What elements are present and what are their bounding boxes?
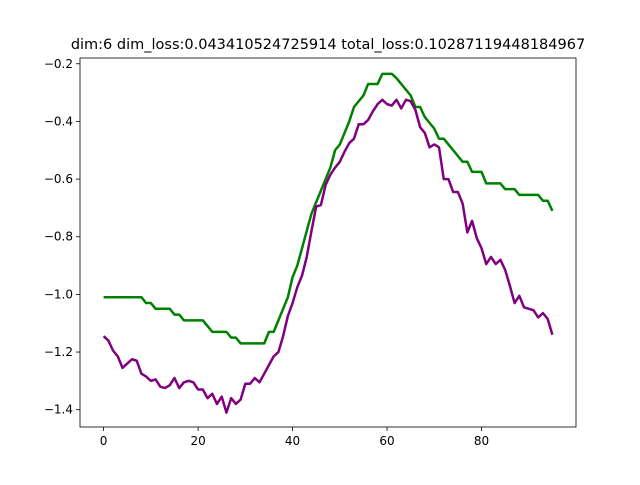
plot-area-frame — [79, 57, 577, 428]
series-layer — [102, 72, 554, 414]
y-axis: −1.4 −1.2 −1.0 −0.8 −0.6 −0.4 −0.2 — [44, 57, 80, 417]
y-tick-label: −0.8 — [44, 230, 73, 244]
y-tick-label: −1.4 — [44, 403, 73, 417]
y-tick-label: −0.6 — [44, 172, 73, 186]
chart-title: dim:6 dim_loss:0.043410524725914 total_l… — [71, 37, 585, 53]
x-axis: 0 20 40 60 80 — [100, 427, 489, 448]
series-line-2 — [102, 98, 554, 414]
y-tick-label: −0.2 — [44, 57, 73, 71]
series-line-1 — [103, 72, 554, 345]
y-tick-label: −1.0 — [44, 287, 73, 301]
y-tick-label: −0.4 — [44, 114, 73, 128]
x-tick-label: 40 — [285, 434, 300, 448]
y-tick-label: −1.2 — [44, 345, 73, 359]
x-tick-label: 80 — [474, 434, 489, 448]
x-tick-label: 0 — [100, 434, 108, 448]
x-tick-label: 20 — [190, 434, 205, 448]
x-tick-label: 60 — [379, 434, 394, 448]
